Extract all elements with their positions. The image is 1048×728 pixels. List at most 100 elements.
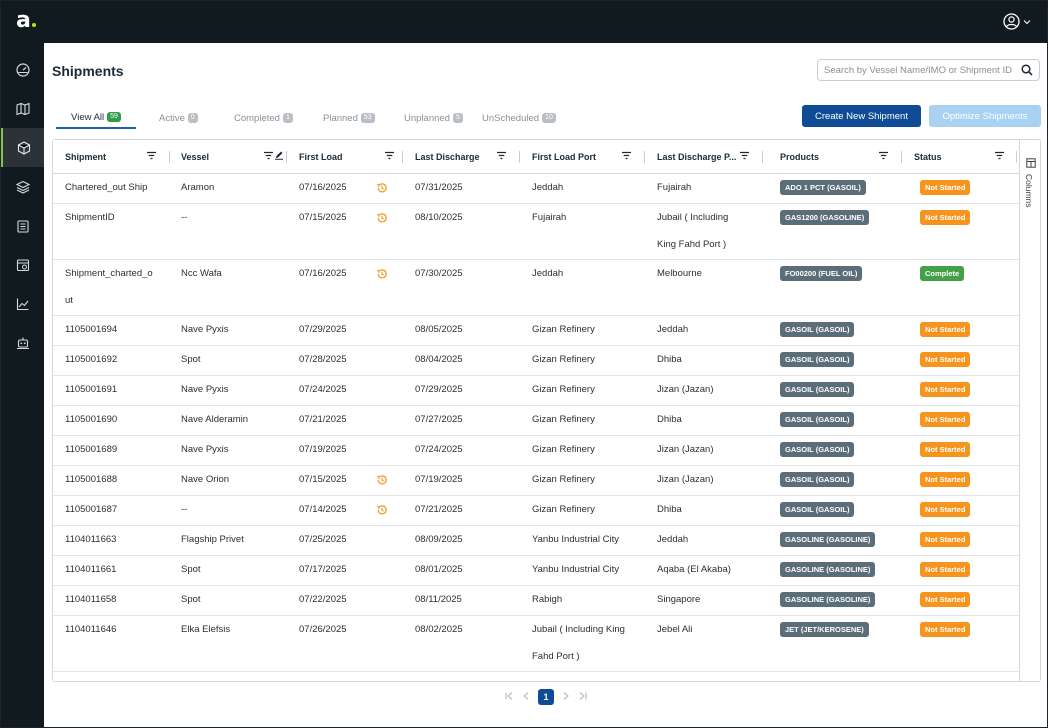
cell-first-load-port-line: Rabigh — [532, 594, 563, 605]
columns-panel-toggle[interactable]: Columns — [1019, 140, 1040, 681]
filter-icon[interactable] — [496, 150, 507, 161]
tab-completed[interactable]: Completed 1 — [234, 107, 293, 129]
tab-active[interactable]: Active 0 — [159, 107, 198, 129]
cell-vessel-line: Nave Pyxis — [181, 384, 229, 395]
cell-vessel: Spot — [181, 556, 289, 583]
user-avatar-icon — [1003, 13, 1020, 30]
cell-vessel-line: Aramon — [181, 182, 215, 193]
sidebar-item-analytics[interactable] — [1, 284, 44, 323]
history-clock-icon[interactable] — [376, 182, 388, 194]
cell-products: ADO 1 PCT (GASOIL) — [780, 174, 866, 201]
column-header-products[interactable]: Products — [780, 140, 819, 174]
search-icon[interactable] — [1021, 64, 1033, 76]
cell-first-load-port-line: Gizan Refinery — [532, 474, 595, 485]
column-header-first-load-port[interactable]: First Load Port — [532, 140, 596, 174]
sidebar-item-dashboard[interactable] — [1, 50, 44, 89]
cell-vessel: -- — [181, 204, 289, 231]
table-row[interactable]: Shipment_charted_o ut Ncc Wafa 07/16/2025 07… — [53, 260, 1019, 316]
table-row[interactable]: Chartered_out Ship Aramon 07/16/2025 07/31/… — [53, 174, 1019, 204]
table-row[interactable]: 1105001688 Nave Orion 07/15/2025 07/19/2025… — [53, 466, 1019, 496]
filter-icon[interactable] — [878, 150, 889, 161]
column-header-last-discharge[interactable]: Last Discharge — [415, 140, 480, 174]
edit-pencil-icon[interactable] — [274, 150, 284, 160]
filter-icon[interactable] — [621, 150, 632, 161]
cell-products: GAS1200 (GASOLINE) — [780, 204, 870, 231]
sidebar-item-planning[interactable] — [1, 245, 44, 284]
cell-last-discharge-port: Melbourne — [657, 260, 769, 287]
table-row[interactable]: 1105001694 Nave Pyxis 07/29/2025 08/05/2025… — [53, 316, 1019, 346]
column-header-vessel[interactable]: Vessel — [181, 140, 209, 174]
cell-last-discharge-port-line: King Fahd Port ) — [657, 239, 727, 250]
last-page-icon[interactable] — [578, 691, 588, 704]
cell-shipment-line: ut — [65, 295, 73, 306]
product-badge: GASOIL (GASOIL) — [780, 412, 855, 427]
brand-logo[interactable]: a — [16, 10, 36, 32]
history-clock-icon[interactable] — [376, 268, 388, 280]
next-page-icon[interactable] — [562, 691, 570, 704]
table-row[interactable]: 1105001689 Nave Pyxis 07/19/2025 07/24/2025… — [53, 436, 1019, 466]
filter-icon[interactable] — [994, 150, 1005, 161]
cell-last-discharge-line: 07/24/2025 — [415, 444, 463, 455]
filter-icon[interactable] — [384, 150, 395, 161]
cell-products: GASOIL (GASOIL) — [780, 346, 855, 373]
cell-shipment-line: ShipmentID — [65, 212, 115, 223]
table-row[interactable]: 1105001691 Nave Pyxis 07/24/2025 07/29/2025… — [53, 376, 1019, 406]
filter-icon[interactable] — [739, 150, 750, 161]
table-row[interactable]: 1104011658 Spot 07/22/2025 08/11/2025 Rabigh… — [53, 586, 1019, 616]
table-row[interactable]: 1104011646 Elka Elefsis 07/26/2025 08/02/20… — [53, 616, 1019, 672]
cell-last-discharge-port: Aqaba (El Akaba) — [657, 556, 769, 583]
search-input[interactable] — [824, 64, 1021, 76]
cell-vessel: Nave Alderamin — [181, 406, 289, 433]
filter-icon[interactable] — [263, 150, 274, 161]
table-row[interactable]: 1105001687 -- 07/14/2025 07/21/2025 Gizan Re… — [53, 496, 1019, 526]
table-row[interactable]: 1105001692 Spot 07/28/2025 08/04/2025 Gizan … — [53, 346, 1019, 376]
cell-first-load-port-line: Gizan Refinery — [532, 384, 595, 395]
column-resize-handle[interactable] — [519, 151, 520, 163]
filter-icon[interactable] — [146, 150, 157, 161]
tab-unplanned[interactable]: Unplanned 5 — [404, 107, 463, 129]
tab-planned[interactable]: Planned 53 — [323, 107, 375, 129]
top-bar: a — [1, 1, 1047, 43]
table-row[interactable]: ShipmentID -- 07/15/2025 08/10/2025 Fujairah… — [53, 204, 1019, 260]
column-resize-handle[interactable] — [169, 151, 170, 163]
search-box[interactable] — [817, 59, 1040, 81]
sidebar-item-reports[interactable] — [1, 206, 44, 245]
history-clock-icon[interactable] — [376, 474, 388, 486]
first-page-icon[interactable] — [504, 691, 514, 704]
cell-last-discharge-port: Dhiba — [657, 406, 769, 433]
column-resize-handle[interactable] — [402, 151, 403, 163]
history-clock-icon[interactable] — [376, 212, 388, 224]
column-header-label: Status — [914, 152, 942, 162]
cell-last-discharge-port: Jubail ( Including King Fahd Port ) — [657, 204, 769, 258]
product-badge: FO00200 (FUEL OIL) — [780, 266, 863, 281]
column-resize-handle[interactable] — [286, 151, 287, 163]
user-menu[interactable] — [1003, 13, 1031, 30]
tab-unscheduled[interactable]: UnScheduled 10 — [482, 107, 556, 129]
column-resize-handle[interactable] — [901, 151, 902, 163]
column-header-shipment[interactable]: Shipment — [65, 140, 106, 174]
column-header-last-discharge-port[interactable]: Last Discharge P... — [657, 140, 736, 174]
table-row[interactable]: 1104011663 Flagship Privet 07/25/2025 08/09… — [53, 526, 1019, 556]
history-clock-icon[interactable] — [376, 504, 388, 516]
sidebar-item-shipments[interactable] — [1, 128, 44, 167]
column-resize-handle[interactable] — [762, 151, 763, 163]
page-number-current[interactable]: 1 — [538, 689, 554, 705]
cell-shipment: 1105001689 — [65, 436, 175, 463]
column-header-first-load[interactable]: First Load — [299, 140, 343, 174]
column-resize-handle[interactable] — [644, 151, 645, 163]
product-badge: GASOLINE (GASOLINE) — [780, 562, 876, 577]
previous-page-icon[interactable] — [522, 691, 530, 704]
sidebar-item-layers[interactable] — [1, 167, 44, 206]
sidebar-item-map[interactable] — [1, 89, 44, 128]
tab-view-all[interactable]: View All 59 — [56, 107, 136, 129]
table-row[interactable]: 1105001690 Nave Alderamin 07/21/2025 07/27/… — [53, 406, 1019, 436]
column-header-status[interactable]: Status — [914, 140, 942, 174]
sidebar-item-assistant[interactable] — [1, 323, 44, 362]
column-resize-handle[interactable] — [1016, 151, 1017, 163]
column-header-label: First Load — [299, 152, 343, 162]
create-shipment-button[interactable]: Create New Shipment — [802, 105, 921, 127]
optimize-shipments-button[interactable]: Optimize Shipments — [929, 105, 1041, 127]
table-row[interactable]: 1104011661 Spot 07/17/2025 08/01/2025 Yanbu … — [53, 556, 1019, 586]
table-header: Shipment Vessel First Load Last Discharge Fi… — [53, 140, 1019, 174]
cell-first-load-port: Rabigh — [532, 586, 647, 613]
